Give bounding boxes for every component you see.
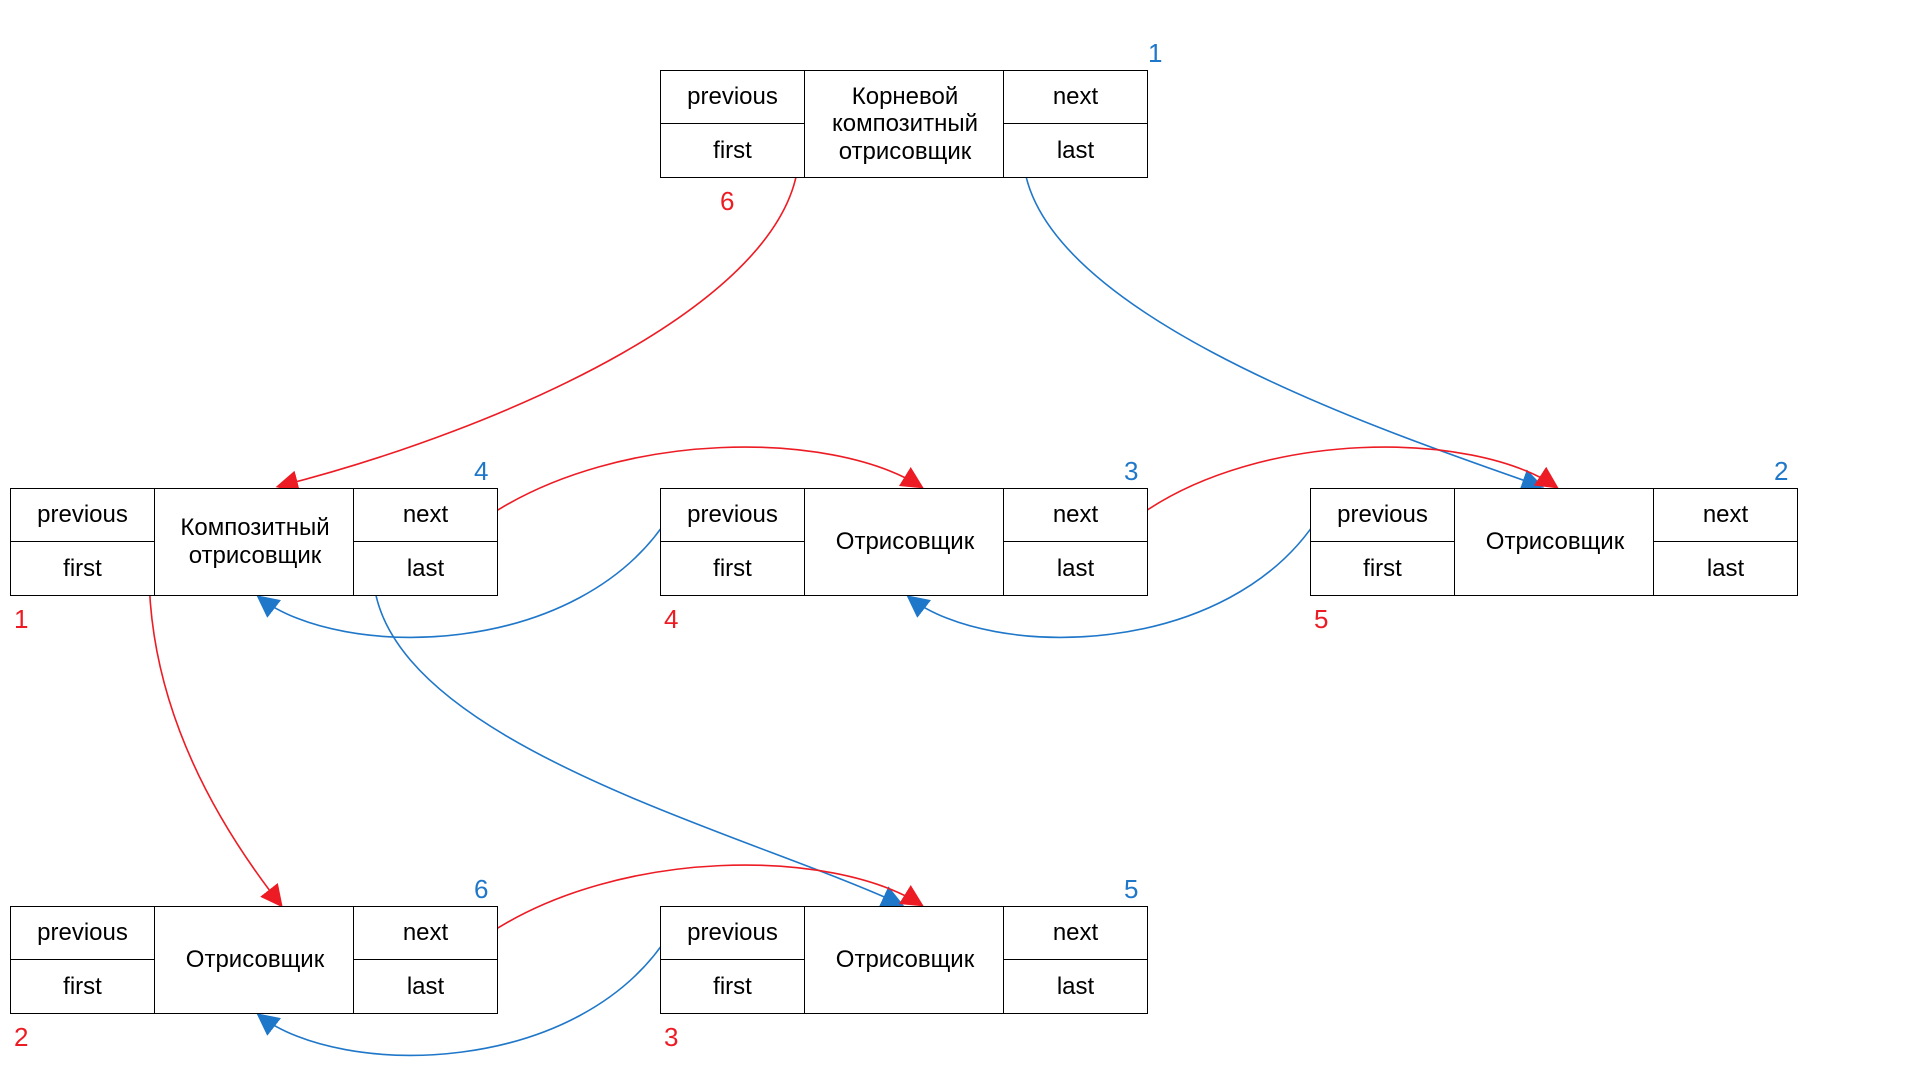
order-number: 1 <box>1148 38 1162 69</box>
order-number: 2 <box>14 1022 28 1053</box>
cell-title: Отрисовщик <box>1455 489 1655 595</box>
order-number: 5 <box>1314 604 1328 635</box>
order-number: 3 <box>664 1022 678 1053</box>
edge <box>1023 151 1540 486</box>
order-number: 5 <box>1124 874 1138 905</box>
cell-first: first <box>11 960 154 1013</box>
node-n6: previousfirstОтрисовщикnextlast <box>10 906 498 1014</box>
cell-previous: previous <box>661 907 804 960</box>
cell-next: next <box>1004 71 1147 124</box>
cell-first: first <box>11 542 154 595</box>
cell-title: Корневой композитный отрисовщик <box>805 71 1005 177</box>
node-n4: previousfirstКомпозитный отрисовщикnextl… <box>10 488 498 596</box>
cell-title: Композитный отрисовщик <box>155 489 355 595</box>
node-n5: previousfirstОтрисовщикnextlast <box>660 906 1148 1014</box>
cell-next: next <box>354 907 497 960</box>
cell-previous: previous <box>661 489 804 542</box>
cell-first: first <box>661 542 804 595</box>
edge <box>149 569 280 904</box>
order-number: 3 <box>1124 456 1138 487</box>
cell-first: first <box>661 960 804 1013</box>
cell-previous: previous <box>1311 489 1454 542</box>
cell-next: next <box>1004 907 1147 960</box>
cell-next: next <box>354 489 497 542</box>
cell-title: Отрисовщик <box>805 907 1005 1013</box>
cell-next: next <box>1654 489 1797 542</box>
cell-next: next <box>1004 489 1147 542</box>
cell-previous: previous <box>11 907 154 960</box>
order-number: 1 <box>14 604 28 635</box>
order-number: 6 <box>720 186 734 217</box>
cell-last: last <box>1654 542 1797 595</box>
order-number: 6 <box>474 874 488 905</box>
cell-title: Отрисовщик <box>155 907 355 1013</box>
cell-title: Отрисовщик <box>805 489 1005 595</box>
cell-last: last <box>1004 542 1147 595</box>
cell-first: first <box>1311 542 1454 595</box>
node-n3: previousfirstОтрисовщикnextlast <box>660 488 1148 596</box>
node-root: previousfirstКорневой композитный отрисо… <box>660 70 1148 178</box>
cell-last: last <box>1004 960 1147 1013</box>
node-n2: previousfirstОтрисовщикnextlast <box>1310 488 1798 596</box>
order-number: 2 <box>1774 456 1788 487</box>
cell-first: first <box>661 124 804 177</box>
edge <box>373 569 900 904</box>
cell-last: last <box>1004 124 1147 177</box>
order-number: 4 <box>664 604 678 635</box>
cell-previous: previous <box>661 71 804 124</box>
cell-last: last <box>354 960 497 1013</box>
cell-previous: previous <box>11 489 154 542</box>
order-number: 4 <box>474 456 488 487</box>
cell-last: last <box>354 542 497 595</box>
